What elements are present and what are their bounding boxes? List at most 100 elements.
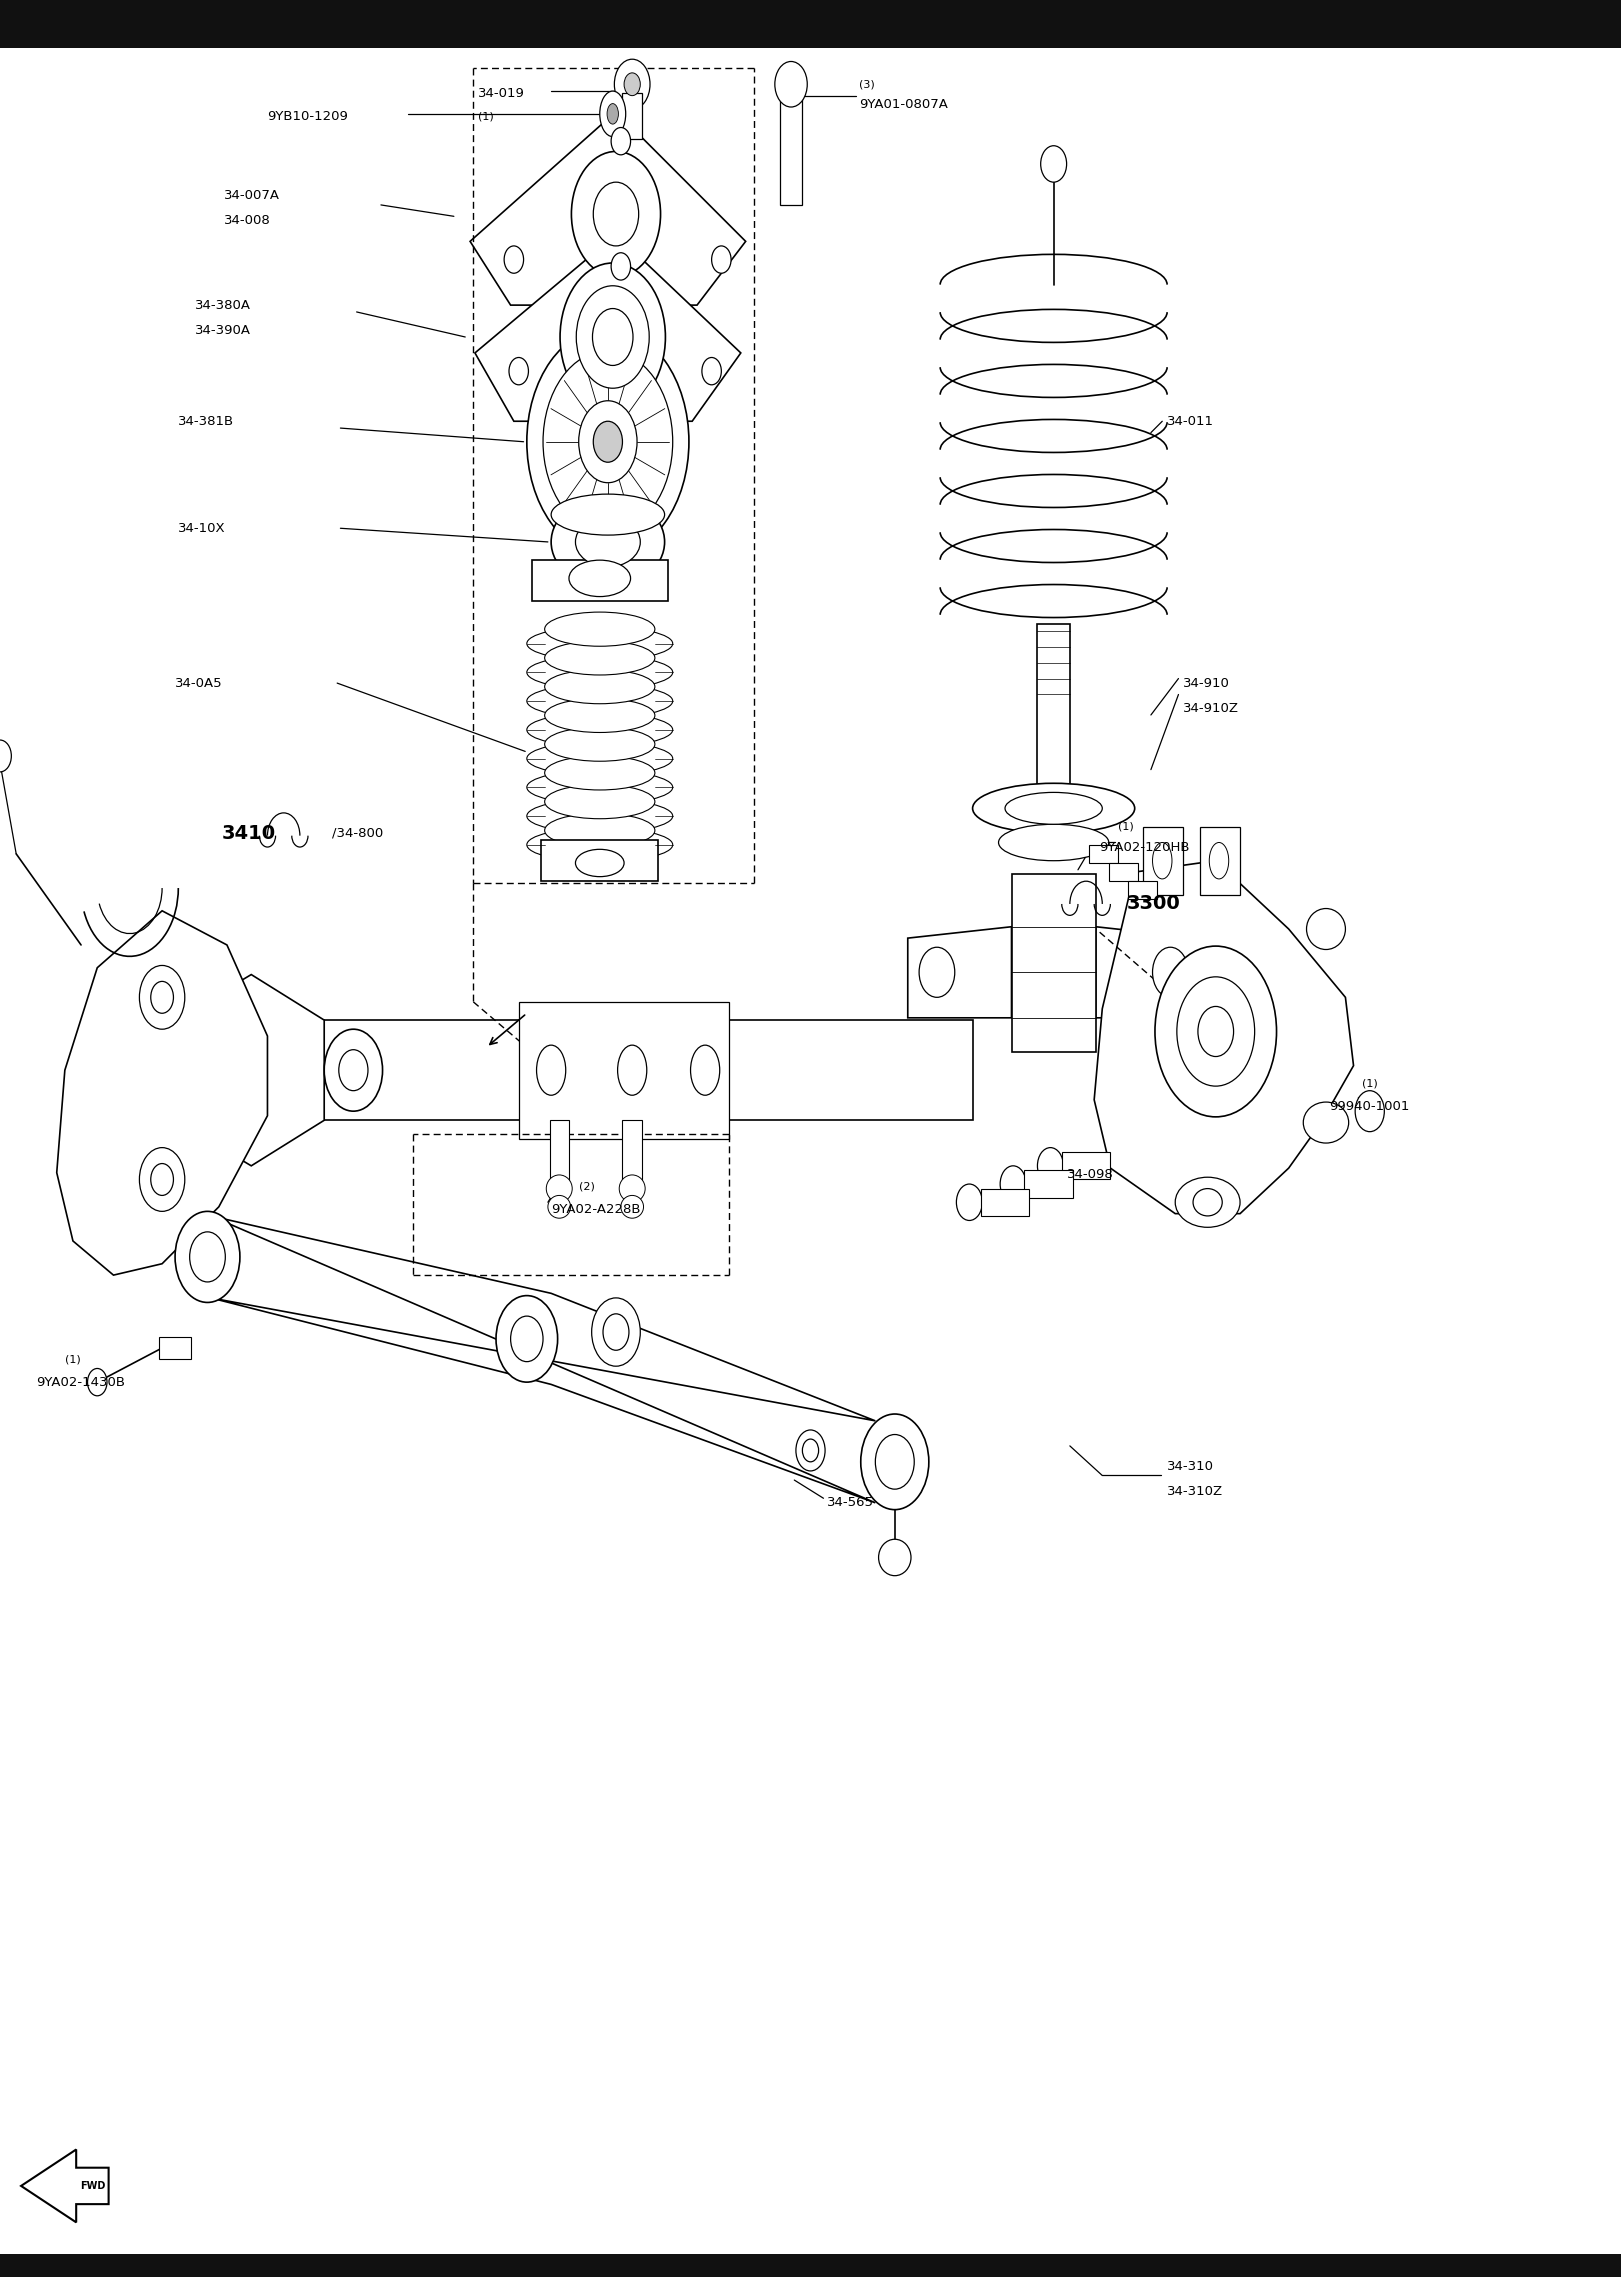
Text: 9YB10-1209: 9YB10-1209 <box>267 109 349 123</box>
Ellipse shape <box>139 965 185 1029</box>
Bar <box>0 2254 1621 2277</box>
Ellipse shape <box>545 756 655 790</box>
Ellipse shape <box>796 1430 825 1471</box>
Ellipse shape <box>546 1175 572 1202</box>
Ellipse shape <box>582 515 634 551</box>
Ellipse shape <box>509 357 528 385</box>
Bar <box>541 840 658 881</box>
Ellipse shape <box>875 1435 914 1489</box>
Ellipse shape <box>593 182 639 246</box>
Ellipse shape <box>0 740 11 772</box>
Bar <box>159 1337 191 1359</box>
Ellipse shape <box>545 699 655 733</box>
Ellipse shape <box>551 496 665 587</box>
Ellipse shape <box>527 626 673 660</box>
Ellipse shape <box>1153 947 1188 997</box>
Polygon shape <box>470 112 746 305</box>
Ellipse shape <box>527 656 673 690</box>
Bar <box>1012 874 1096 1052</box>
Text: 34-0A5: 34-0A5 <box>175 676 222 690</box>
Ellipse shape <box>537 1045 566 1095</box>
Polygon shape <box>475 235 741 421</box>
Text: 34-019: 34-019 <box>478 87 525 100</box>
Ellipse shape <box>545 669 655 704</box>
Polygon shape <box>908 927 1012 1018</box>
Text: /34-800: /34-800 <box>332 827 384 840</box>
Ellipse shape <box>614 59 650 109</box>
Ellipse shape <box>151 1164 173 1195</box>
Text: 34-565: 34-565 <box>827 1496 874 1510</box>
Ellipse shape <box>545 640 655 674</box>
Text: (1): (1) <box>1118 822 1135 831</box>
Ellipse shape <box>545 613 655 647</box>
Bar <box>532 560 668 601</box>
Ellipse shape <box>624 73 640 96</box>
Polygon shape <box>1094 861 1354 1214</box>
Text: (1): (1) <box>1362 1079 1378 1088</box>
Ellipse shape <box>775 61 807 107</box>
Text: 99940-1001: 99940-1001 <box>1329 1100 1410 1113</box>
Text: (1): (1) <box>65 1355 81 1364</box>
Text: 9YA02-120HB: 9YA02-120HB <box>1099 840 1190 854</box>
Text: 34-310: 34-310 <box>1167 1460 1214 1473</box>
Ellipse shape <box>511 1316 543 1362</box>
Bar <box>780 91 802 205</box>
Polygon shape <box>21 2149 109 2222</box>
Ellipse shape <box>603 1314 629 1350</box>
Text: 34-098: 34-098 <box>1067 1168 1114 1182</box>
Ellipse shape <box>139 1148 185 1211</box>
Ellipse shape <box>1000 1166 1026 1202</box>
Ellipse shape <box>545 726 655 761</box>
Ellipse shape <box>1209 842 1229 879</box>
Text: 34-310Z: 34-310Z <box>1167 1485 1224 1498</box>
Bar <box>324 1020 973 1120</box>
Ellipse shape <box>879 1539 911 1576</box>
Text: FWD: FWD <box>79 2181 105 2190</box>
Ellipse shape <box>1175 1177 1240 1227</box>
Ellipse shape <box>527 799 673 833</box>
Text: 34-10X: 34-10X <box>178 521 225 535</box>
Ellipse shape <box>527 827 673 863</box>
Ellipse shape <box>1037 1148 1063 1184</box>
Ellipse shape <box>999 824 1109 861</box>
Ellipse shape <box>1303 1102 1349 1143</box>
Ellipse shape <box>527 742 673 776</box>
Text: (3): (3) <box>859 80 875 89</box>
Ellipse shape <box>324 1029 383 1111</box>
Ellipse shape <box>545 813 655 847</box>
Text: 34-910Z: 34-910Z <box>1183 701 1240 715</box>
Text: 9YA02-1430B: 9YA02-1430B <box>36 1375 125 1389</box>
Bar <box>1128 881 1157 899</box>
Text: 34-910: 34-910 <box>1183 676 1230 690</box>
Text: 34-007A: 34-007A <box>224 189 280 203</box>
Ellipse shape <box>190 1232 225 1282</box>
Ellipse shape <box>339 1050 368 1091</box>
Ellipse shape <box>571 150 660 276</box>
Text: 34-381B: 34-381B <box>178 414 235 428</box>
Ellipse shape <box>712 246 731 273</box>
Ellipse shape <box>527 713 673 747</box>
Text: (2): (2) <box>579 1182 595 1191</box>
Ellipse shape <box>504 246 524 273</box>
Ellipse shape <box>559 501 657 565</box>
Text: 34-380A: 34-380A <box>195 298 251 312</box>
Ellipse shape <box>1355 1091 1384 1132</box>
Bar <box>622 93 642 139</box>
Ellipse shape <box>496 1296 558 1382</box>
Bar <box>1200 827 1240 895</box>
Ellipse shape <box>592 307 632 367</box>
Bar <box>519 1002 729 1138</box>
Bar <box>1024 1170 1073 1198</box>
Text: 3410: 3410 <box>222 824 276 842</box>
Ellipse shape <box>618 1045 647 1095</box>
Bar <box>981 1189 1029 1216</box>
Ellipse shape <box>175 1211 240 1302</box>
Bar <box>1109 863 1138 881</box>
Ellipse shape <box>611 253 631 280</box>
Ellipse shape <box>579 401 637 483</box>
Ellipse shape <box>619 1175 645 1202</box>
Ellipse shape <box>1153 842 1172 879</box>
Bar <box>1089 845 1118 863</box>
Ellipse shape <box>575 517 640 567</box>
Ellipse shape <box>702 357 721 385</box>
